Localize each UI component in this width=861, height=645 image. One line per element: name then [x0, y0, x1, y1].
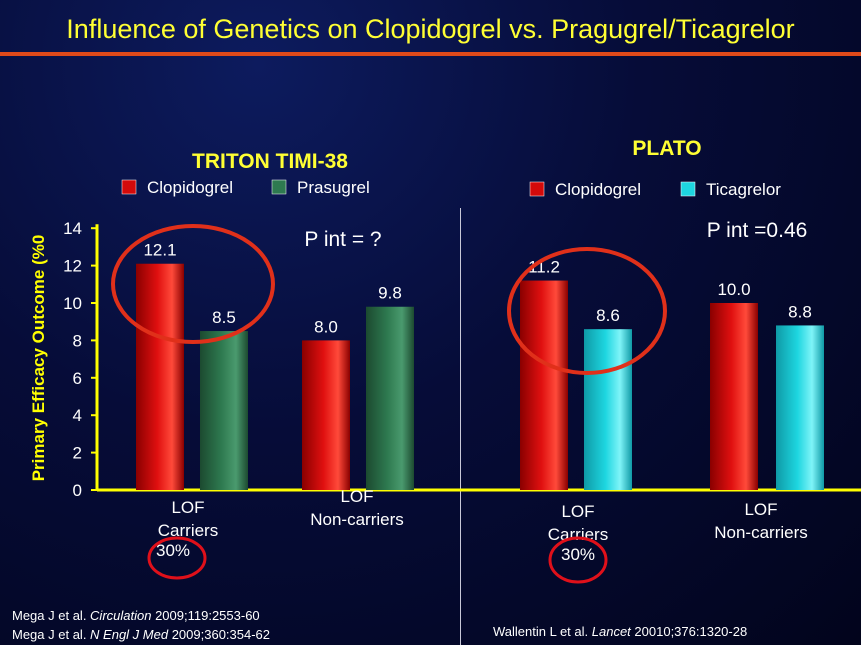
panel-divider [460, 208, 461, 645]
title-underline [0, 52, 861, 56]
x-category-label: Carriers [548, 525, 608, 544]
percent-annotation: 30% [561, 545, 595, 564]
ref-citation: 2009;360:354-62 [168, 627, 271, 642]
ref-authors: Wallentin L et al. [493, 624, 592, 639]
bar-ticagrelor [776, 325, 824, 490]
x-category-label: LOF [171, 498, 204, 517]
bar-value-label: 12.1 [143, 241, 176, 260]
ref-authors: Mega J et al. [12, 627, 91, 642]
ref-journal: Circulation [90, 608, 152, 623]
y-tick-label: 14 [63, 219, 82, 238]
ref-citation: 2009;119:2553-60 [151, 608, 260, 623]
y-tick-label: 6 [73, 369, 82, 388]
bar-value-label: 9.8 [378, 284, 402, 303]
bar-value-label: 10.0 [717, 280, 750, 299]
bar-value-label: 8.6 [596, 306, 620, 325]
legend-swatch [680, 181, 696, 197]
bar-value-label: 8.0 [314, 317, 338, 336]
highlight-circle [111, 224, 275, 344]
x-category-label: LOF [340, 487, 373, 506]
bar-clopidogrel [302, 340, 350, 490]
bar-value-label: 8.5 [212, 308, 236, 327]
percent-highlight-circle [147, 536, 207, 580]
legend-label: Clopidogrel [555, 180, 641, 199]
bar-clopidogrel [710, 303, 758, 490]
legend-swatch [271, 179, 287, 195]
legend-label: Ticagrelor [706, 180, 781, 199]
ref-journal: N Engl J Med [90, 627, 169, 642]
percent-annotation: 30% [156, 541, 190, 560]
x-category-label: LOF [744, 500, 777, 519]
bar-value-label: 8.8 [788, 302, 812, 321]
panel-title: PLATO [632, 137, 701, 160]
percent-highlight-circle [548, 536, 608, 584]
reference-mega-nejm: Mega J et al. N Engl J Med 2009;360:354-… [12, 627, 270, 642]
y-tick-label: 8 [73, 331, 82, 350]
bar-clopidogrel [136, 263, 184, 490]
bar-prasugrel [200, 331, 248, 490]
ref-authors: Mega J et al. [12, 608, 91, 623]
y-tick-label: 4 [73, 406, 82, 425]
highlight-circle [507, 247, 667, 375]
ref-citation: 20010;376:1320-28 [630, 624, 748, 639]
bar-prasugrel [366, 306, 414, 490]
legend-swatch [121, 179, 137, 195]
x-category-label: LOF [561, 502, 594, 521]
y-axis-title: Primary Efficacy Outcome (%0 [29, 235, 48, 482]
legend-label: Prasugrel [297, 178, 370, 197]
y-tick-label: 12 [63, 257, 82, 276]
panel-title: TRITON TIMI-38 [192, 150, 348, 173]
p-interaction-annotation: P int =0.46 [707, 219, 808, 242]
x-category-label: Carriers [158, 521, 218, 540]
legend-swatch [529, 181, 545, 197]
legend-label: Clopidogrel [147, 178, 233, 197]
bar-ticagrelor [584, 329, 632, 490]
ref-journal: Lancet [591, 624, 631, 639]
y-tick-label: 0 [73, 481, 82, 500]
x-category-label: Non-carriers [310, 510, 404, 529]
slide-title: Influence of Genetics on Clopidogrel vs.… [66, 14, 795, 44]
reference-mega-circulation: Mega J et al. Circulation 2009;119:2553-… [12, 608, 260, 623]
x-category-label: Non-carriers [714, 523, 808, 542]
bar-clopidogrel [520, 280, 568, 490]
y-tick-label: 2 [73, 444, 82, 463]
y-tick-label: 10 [63, 294, 82, 313]
p-interaction-annotation: P int = ? [304, 228, 381, 251]
reference-wallentin-lancet: Wallentin L et al. Lancet 20010;376:1320… [493, 624, 747, 639]
